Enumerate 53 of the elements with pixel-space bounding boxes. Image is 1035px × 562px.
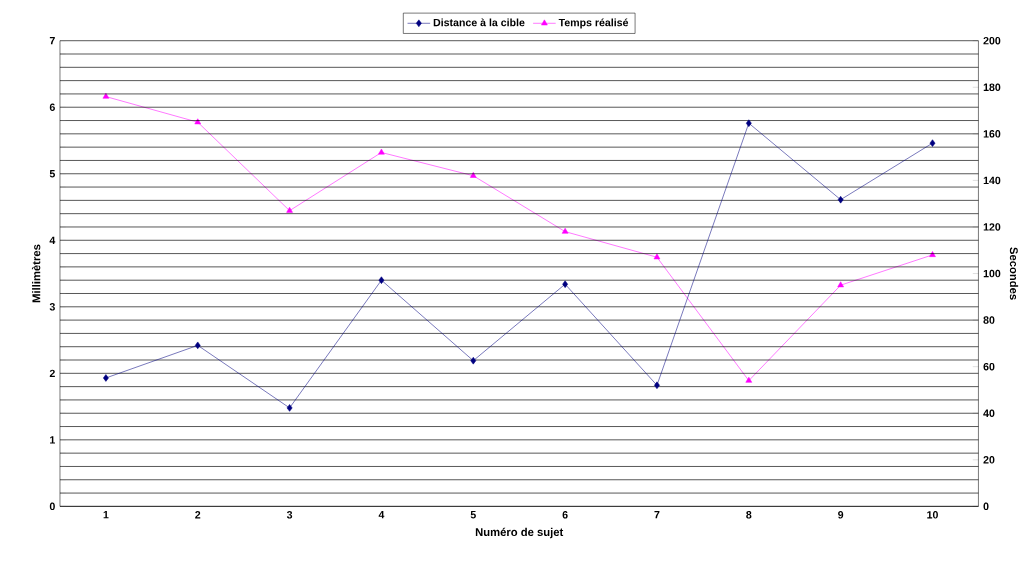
point	[286, 404, 293, 412]
point	[194, 118, 201, 125]
point	[929, 139, 936, 147]
legend-label: Temps réalisé	[558, 18, 629, 29]
point	[103, 374, 109, 382]
x-tick-label: 8	[746, 511, 752, 519]
x-axis-title: Numéro de sujet	[475, 527, 564, 539]
y2-tick-label: 60	[983, 362, 995, 371]
y2-tick-label: 160	[983, 130, 1001, 138]
x-tick-label: 6	[562, 511, 568, 519]
point	[286, 206, 293, 213]
legend-label: Distance à la cible	[433, 18, 525, 27]
y-tick-label: 0	[49, 502, 55, 511]
point	[745, 376, 753, 383]
x-tick-label: 7	[654, 511, 660, 519]
x-tick-label: 1	[103, 511, 109, 519]
y2-tick-label: 80	[983, 316, 995, 324]
y-tick-label: 3	[49, 303, 55, 311]
x-tick-label: 10	[927, 511, 938, 519]
x-tick-label: 3	[286, 511, 293, 519]
y-axis-title: Millimètres	[31, 244, 41, 303]
point	[378, 276, 385, 284]
point	[561, 227, 569, 234]
point	[837, 196, 844, 204]
y2-tick-label: 0	[983, 502, 989, 511]
y2-tick-label: 200	[983, 36, 1001, 45]
point	[194, 341, 201, 350]
y-tick-label: 6	[49, 103, 55, 111]
y-tick-label: 7	[49, 37, 55, 45]
x-tick-label: 4	[378, 511, 385, 519]
point	[378, 148, 385, 155]
point	[837, 281, 844, 288]
point	[470, 356, 477, 365]
y2-tick-label: 100	[983, 269, 1001, 278]
y-tick-label: 2	[49, 369, 55, 378]
point	[929, 251, 936, 257]
point	[562, 280, 568, 288]
y2-tick-label: 180	[983, 83, 1001, 92]
y2-tick-label: 40	[983, 409, 995, 417]
x-tick-label: 9	[838, 511, 844, 519]
point	[102, 92, 110, 99]
y-tick-label: 5	[49, 170, 55, 178]
y-tick-label: 1	[50, 436, 55, 444]
point	[470, 172, 477, 178]
y-tick-label: 4	[49, 236, 56, 244]
y2-tick-label: 140	[983, 176, 1001, 185]
x-tick-label: 5	[470, 511, 476, 519]
y2-axis-title: Secondes	[1009, 247, 1019, 300]
y2-tick-label: 20	[983, 456, 995, 464]
y2-tick-label: 120	[983, 223, 1001, 231]
x-tick-label: 2	[195, 511, 201, 519]
point	[745, 119, 752, 127]
point	[653, 253, 661, 260]
